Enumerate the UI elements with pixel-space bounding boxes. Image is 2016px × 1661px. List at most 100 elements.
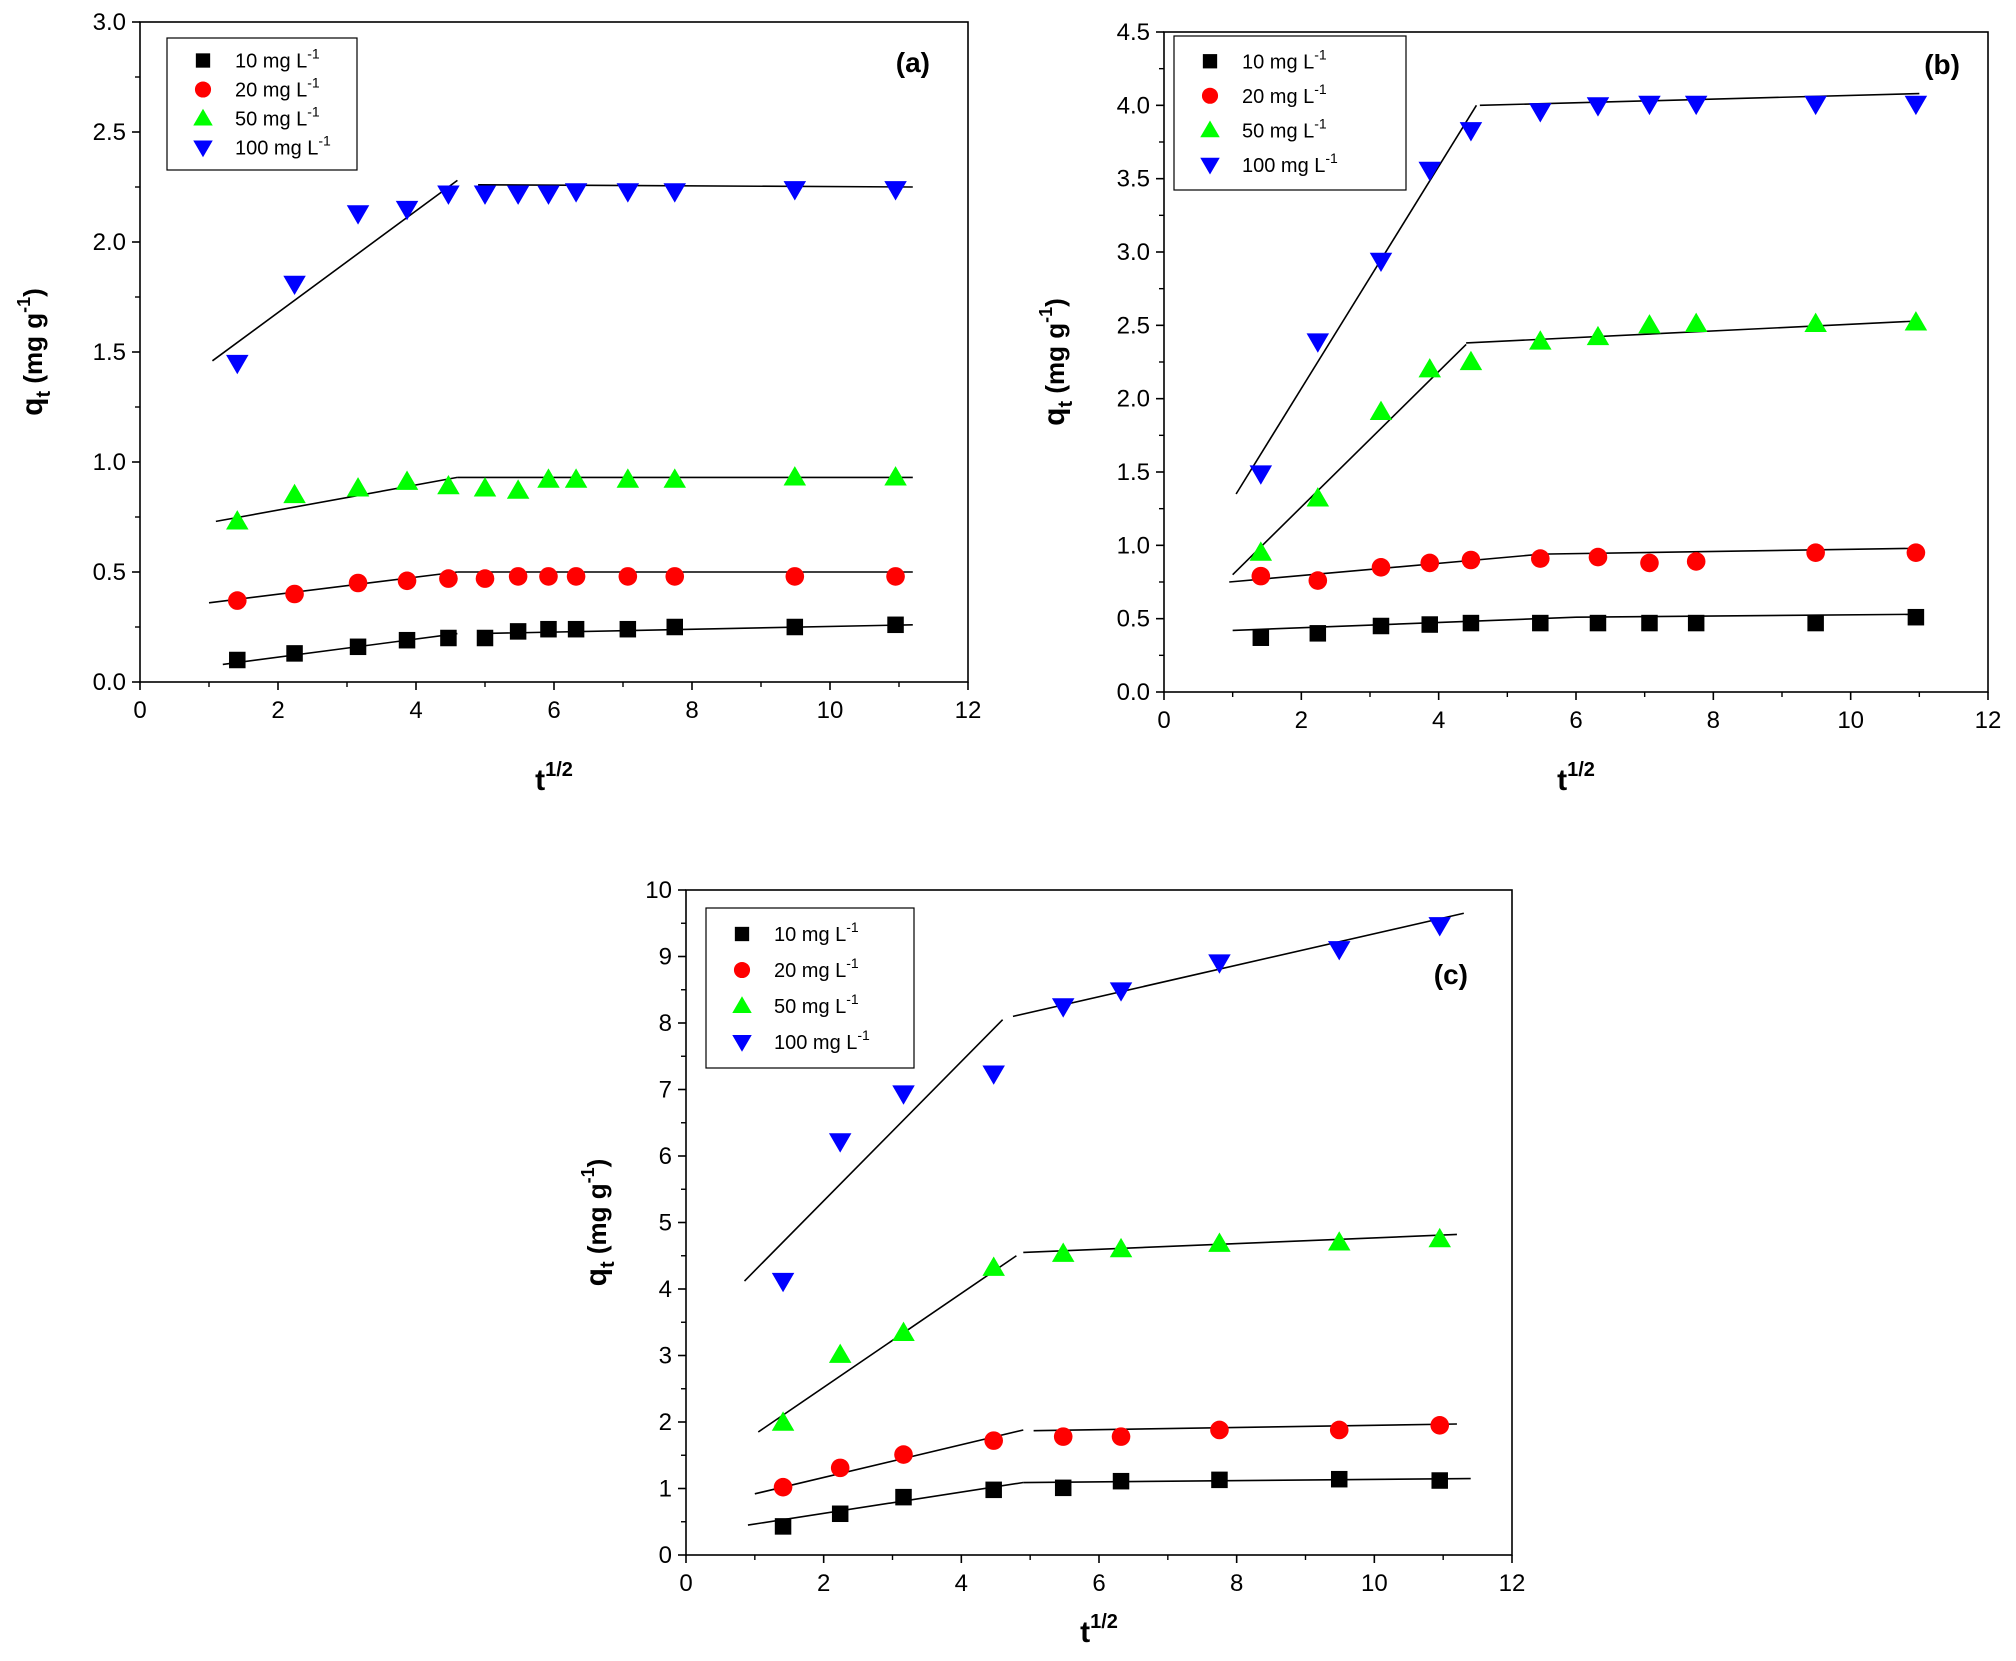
data-point (1904, 311, 1928, 331)
y-axis-title-unit-sup: -1 (578, 1167, 598, 1183)
series-0 (229, 616, 904, 669)
y-tick-label: 1.5 (1117, 459, 1150, 486)
data-point (283, 275, 306, 296)
data-point (828, 1133, 852, 1153)
data-point (1640, 553, 1659, 573)
data-point (1208, 954, 1231, 974)
data-point (1459, 350, 1483, 371)
data-point (1428, 917, 1451, 937)
chart-panel-c: 0 2 4 6 8 10 12 0 1 2 3 4 5 6 7 8 9 10 t1/2 qt (mg g-1) (c) 1… (540, 860, 1525, 1661)
x-tick-label: 12 (1499, 1570, 1526, 1597)
legend-label: 10 mg L-1 (1242, 46, 1327, 73)
y-tick-label: 0.5 (1117, 606, 1150, 633)
data-point (1530, 549, 1550, 568)
fit-line (1012, 912, 1464, 1018)
data-point (1684, 312, 1708, 332)
data-point (663, 183, 686, 203)
x-tick-label: 8 (1230, 1570, 1243, 1597)
y-axis-title-unit-close: ) (18, 288, 48, 297)
y-tick-label: 0.0 (93, 669, 126, 696)
data-point (476, 629, 494, 647)
y-tick-label: 0.5 (93, 559, 126, 586)
legend-label: 20 mg L-1 (774, 955, 859, 982)
y-tick-label: 3.5 (1117, 166, 1150, 193)
data-point (395, 200, 419, 221)
data-point (537, 468, 560, 488)
data-point (894, 1445, 913, 1464)
legend-label-sup: -1 (846, 991, 859, 1007)
series-3 (226, 181, 907, 375)
chart-svg: 0 2 4 6 8 10 12 0.0 0.5 1.0 1.5 2.0 2.5 3.0 3.5 4.0 4.5 t… (1036, 19, 2001, 797)
data-point (616, 183, 640, 203)
data-point (346, 477, 370, 497)
data-point (1807, 614, 1824, 632)
data-point (1372, 617, 1390, 635)
x-tick-label: 0 (679, 1570, 692, 1597)
legend-marker (1200, 120, 1220, 138)
chart-panel-a: 0 2 4 6 8 10 12 0.0 0.5 1.0 1.5 2.0 2.5 3.0 t1/2 qt (mg… (0, 0, 1000, 815)
data-point (1588, 547, 1608, 567)
legend-marker (1200, 157, 1220, 175)
series-0 (774, 1470, 1448, 1535)
data-point (1641, 614, 1658, 632)
x-tick-label: 4 (409, 697, 422, 724)
x-tick-label: 4 (1432, 707, 1445, 734)
data-point (1804, 312, 1827, 332)
y-tick-label: 1.0 (1117, 532, 1150, 559)
data-point (1806, 543, 1825, 562)
x-axis-title-sup: 1/2 (1567, 759, 1595, 781)
data-point (475, 569, 495, 588)
data-point (506, 479, 530, 499)
data-point (1306, 333, 1330, 353)
data-point (285, 584, 304, 604)
fit-line (743, 1019, 1004, 1282)
legend-label-text: 20 mg L (235, 80, 307, 102)
data-point (1109, 982, 1133, 1002)
data-point (828, 1343, 852, 1363)
data-point (884, 466, 907, 486)
fit-line (215, 476, 458, 523)
data-point (663, 468, 686, 488)
data-point (226, 510, 249, 530)
data-point (1804, 95, 1827, 116)
panel-tag: (b) (1924, 49, 1960, 80)
data-point (508, 567, 528, 586)
data-point (397, 571, 417, 591)
data-point (830, 1458, 850, 1478)
panel-tag: (a) (896, 47, 930, 78)
legend-marker (732, 996, 752, 1014)
legend-label: 10 mg L-1 (774, 919, 859, 946)
x-tick-label: 2 (271, 697, 284, 724)
data-point (1051, 1242, 1075, 1262)
legend-label-text: 100 mg L (774, 1032, 857, 1054)
data-point (1462, 614, 1480, 632)
y-axis-title-sub: t (1055, 401, 1077, 408)
series-3 (771, 917, 1451, 1293)
legend-label-sup: -1 (846, 955, 859, 971)
data-point (1252, 629, 1270, 646)
data-point (1208, 1232, 1231, 1252)
data-point (831, 1505, 849, 1523)
legend-marker (1202, 54, 1218, 69)
legend-marker (1201, 87, 1219, 104)
x-tick-label: 4 (955, 1570, 968, 1597)
data-point (886, 567, 905, 586)
data-point (564, 468, 588, 488)
legend-label-sup: -1 (318, 133, 331, 149)
fit-line (754, 1429, 1024, 1495)
chart-panel-b: 0 2 4 6 8 10 12 0.0 0.5 1.0 1.5 2.0 2.5 3.0 3.5 4.0 4.5 t… (1020, 0, 2016, 815)
series-2 (1249, 311, 1928, 561)
x-axis-title: t1/2 (1557, 759, 1595, 797)
y-tick-label: 8 (659, 1010, 672, 1037)
data-point (1529, 103, 1552, 123)
data-point (773, 1477, 793, 1497)
data-point (509, 623, 527, 640)
data-point (892, 1085, 915, 1105)
y-axis-title-unit-sup: -1 (14, 297, 34, 313)
legend-label-text: 50 mg L (235, 109, 307, 131)
y-axis-title: qt (mg g-1) (578, 1159, 619, 1287)
data-point (1249, 465, 1273, 485)
data-point (283, 483, 306, 504)
series-1 (773, 1416, 1450, 1497)
legend-marker (734, 926, 750, 942)
